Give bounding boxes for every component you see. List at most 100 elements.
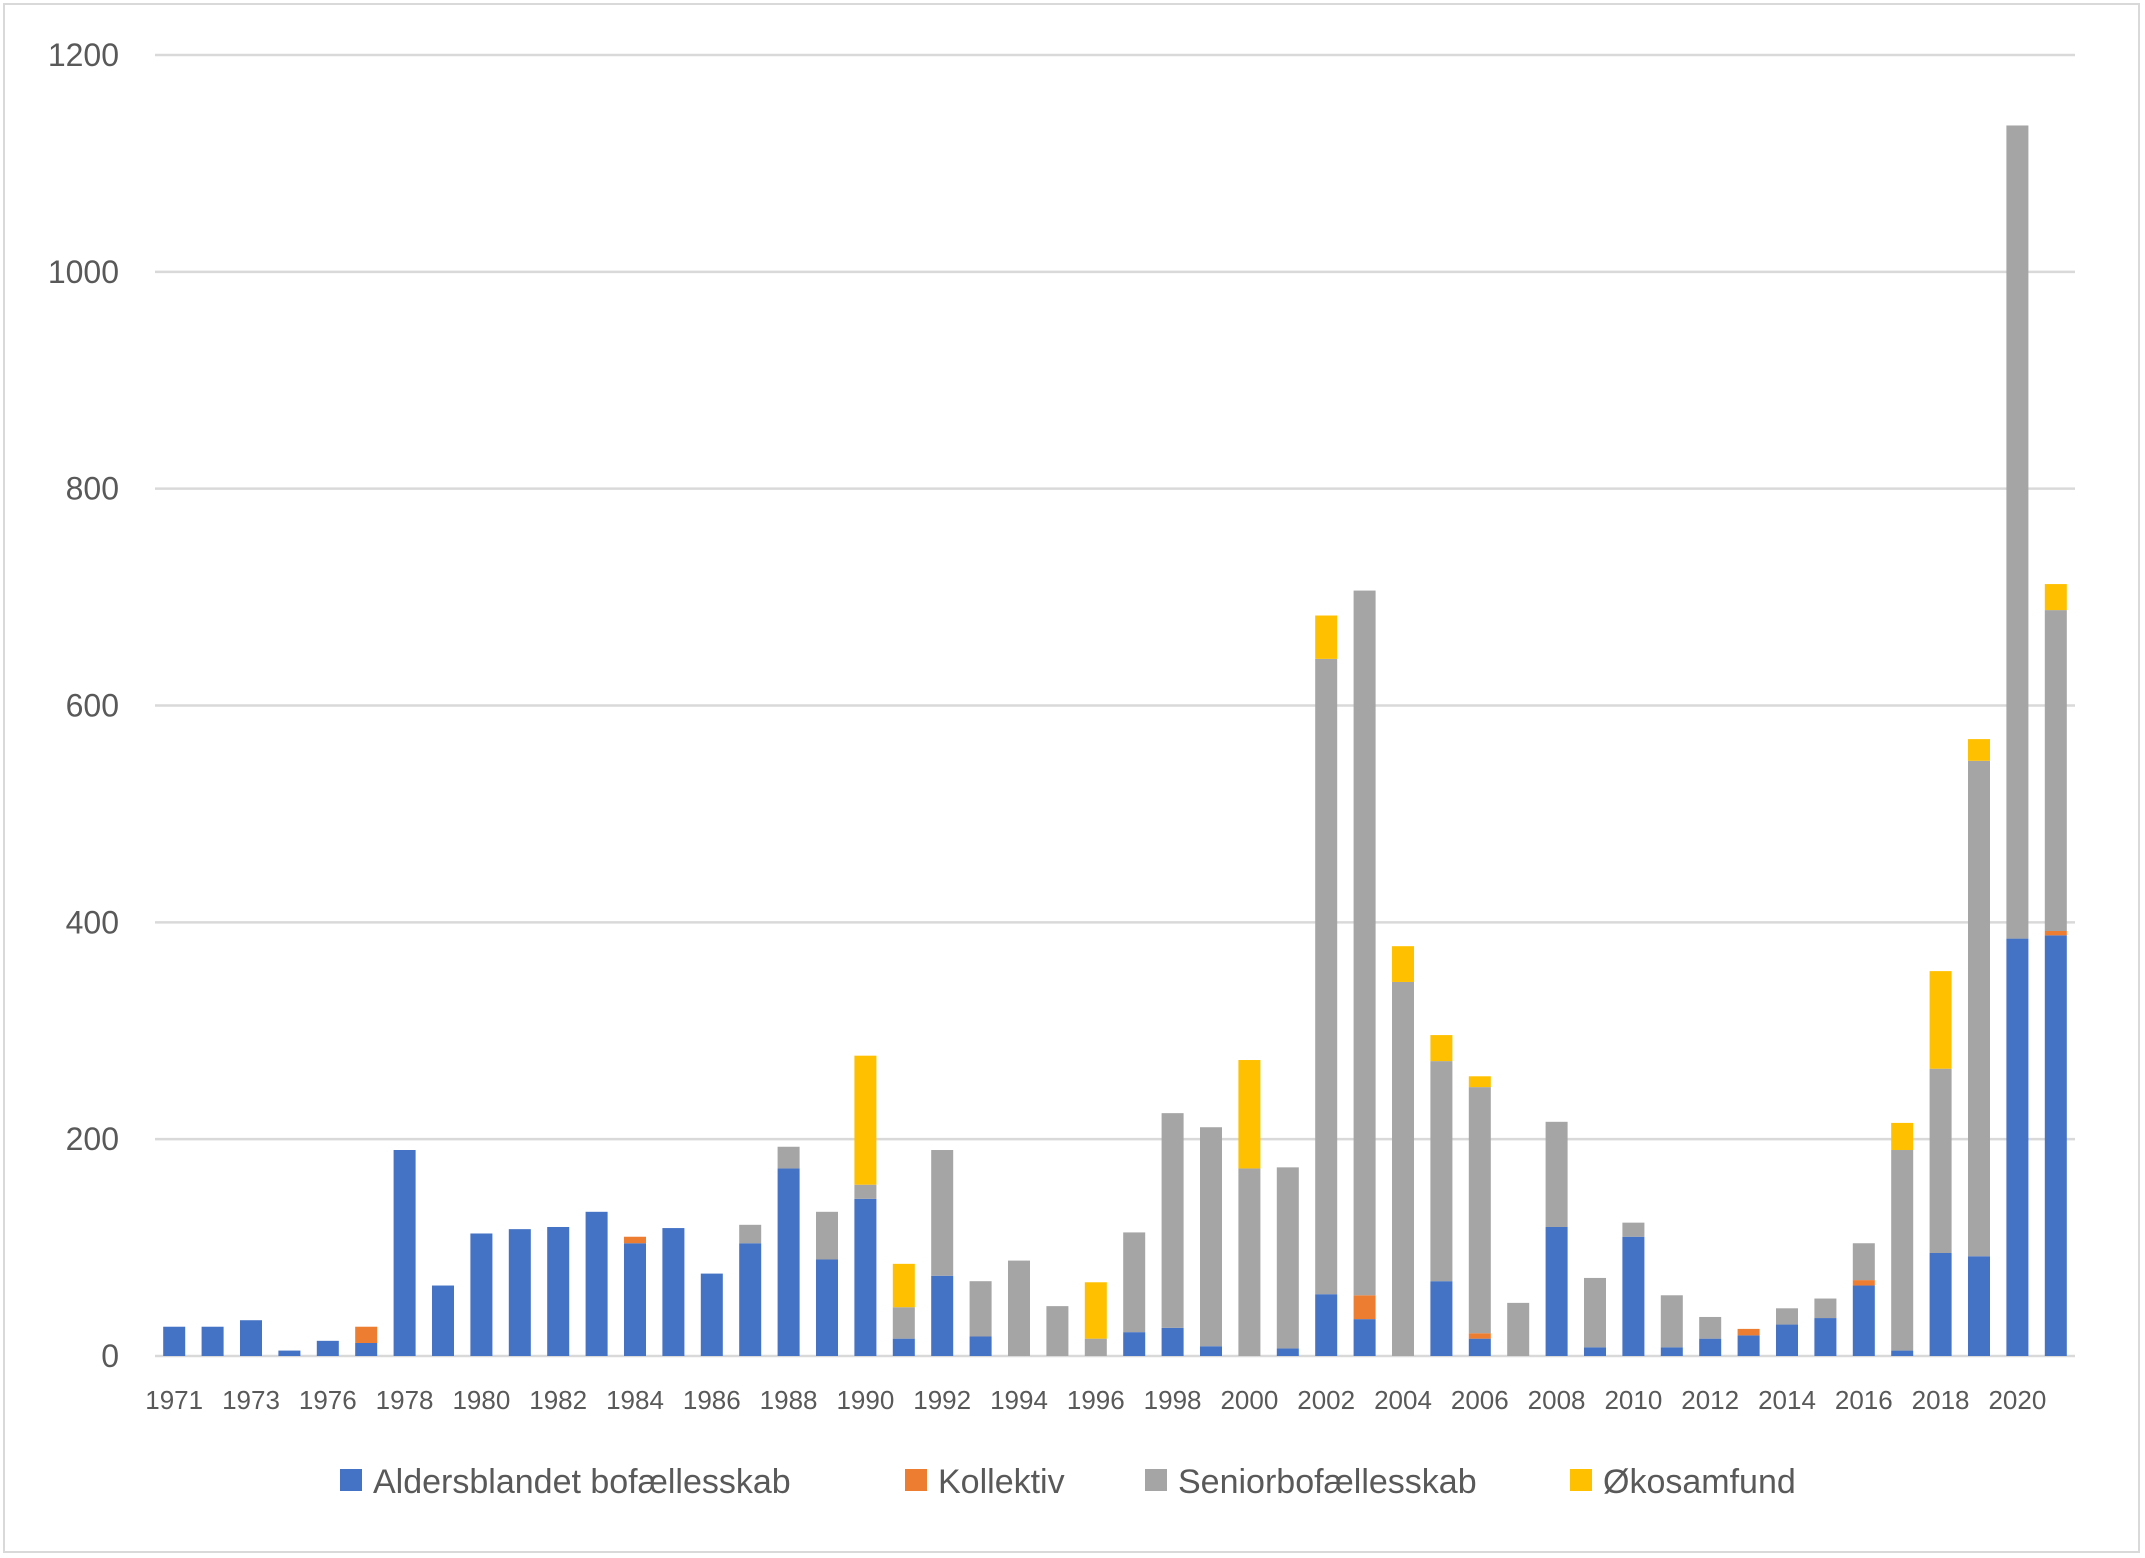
x-tick-label: 2002: [1297, 1385, 1355, 1415]
x-tick-label: 1998: [1144, 1385, 1202, 1415]
legend-swatch: [1570, 1469, 1592, 1491]
bar-segment-1991-s0: [892, 1338, 915, 1356]
bar-segment-2005-s0: [1430, 1281, 1453, 1356]
bar-segment-1978-s0: [393, 1150, 416, 1356]
bar-segment-1977-s1: [355, 1326, 378, 1343]
bar-segment-2009-s2: [1584, 1277, 1606, 1348]
legend: Aldersblandet bofællesskab Kollektiv Senio…: [340, 1463, 1796, 1501]
bar-segment-2015-s2: [1814, 1298, 1837, 1319]
bar-segment-1998-s0: [1161, 1327, 1184, 1356]
bar-segment-2006-s2: [1468, 1087, 1491, 1334]
legend-swatch: [1145, 1469, 1167, 1491]
bar-segment-2000-s3: [1238, 1060, 1261, 1169]
bar-segment-2005-s2: [1430, 1061, 1453, 1282]
bar-segment-1993-s2: [969, 1281, 992, 1337]
x-tick-label: 2018: [1912, 1385, 1970, 1415]
bar-segment-2006-s0: [1468, 1338, 1491, 1356]
bar-segment-2001-s0: [1276, 1348, 1299, 1356]
bar-segment-1982-s0: [547, 1226, 570, 1356]
bar-segment-1974-s0: [278, 1350, 301, 1356]
bar-segment-1996-s3: [1084, 1282, 1107, 1339]
bar-segment-2011-s2: [1660, 1295, 1683, 1348]
bar-segment-2021-s3: [2044, 584, 2067, 611]
bar-segment-2019-s3: [1968, 739, 1990, 761]
legend-label: Aldersblandet bofællesskab: [373, 1463, 791, 1501]
legend-swatch: [340, 1469, 362, 1491]
bar-segment-1999-s2: [1200, 1127, 1222, 1347]
legend-swatch: [905, 1469, 927, 1491]
bar-segment-1992-s0: [931, 1275, 954, 1356]
bar-segment-1980-s0: [470, 1233, 493, 1356]
bar-segment-2008-s0: [1545, 1226, 1568, 1356]
bar-segment-1988-s2: [777, 1146, 800, 1169]
bar-segment-1991-s3: [892, 1263, 915, 1308]
bar-segment-1986-s0: [700, 1273, 723, 1356]
bar-segment-1990-s2: [854, 1184, 877, 1199]
bar-segment-2017-s0: [1891, 1350, 1914, 1356]
bar-segment-2006-s3: [1468, 1076, 1491, 1088]
bar-segment-2007-s2: [1507, 1302, 1530, 1356]
x-tick-label: 1992: [913, 1385, 971, 1415]
x-tick-label: 1988: [760, 1385, 818, 1415]
bar-segment-2003-s2: [1353, 590, 1376, 1296]
bar-segment-1985-s0: [662, 1228, 685, 1356]
bar-segment-1979-s0: [432, 1285, 454, 1356]
y-tick-label: 800: [66, 471, 119, 507]
bar-segment-2008-s2: [1545, 1121, 1568, 1227]
bar-segment-2016-s1: [1852, 1280, 1875, 1286]
bar-segment-2019-s2: [1968, 760, 1990, 1257]
x-tick-label: 1982: [529, 1385, 587, 1415]
bar-segment-2010-s0: [1622, 1236, 1645, 1356]
bar-segment-2002-s0: [1315, 1294, 1338, 1356]
bar-segment-2021-s0: [2044, 935, 2067, 1356]
bar-segment-1991-s2: [892, 1307, 915, 1339]
bar-segment-2005-s3: [1430, 1035, 1453, 1062]
bar-segment-1990-s0: [854, 1198, 877, 1356]
bar-segment-1983-s0: [585, 1211, 608, 1356]
bar-segment-2003-s1: [1353, 1295, 1376, 1320]
legend-label: Kollektiv: [938, 1463, 1065, 1501]
bar-segment-2009-s0: [1584, 1347, 1606, 1356]
bar-segment-1984-s1: [624, 1236, 646, 1244]
bar-segment-1984-s0: [624, 1243, 646, 1356]
bar-segment-1992-s2: [931, 1150, 954, 1276]
bar-segment-1987-s2: [739, 1224, 762, 1244]
x-axis-tick-labels: 1971 1973 1976 1978 1980 1982 1984 1986 1988 1990…: [145, 1385, 2046, 1415]
y-tick-label: 200: [66, 1121, 119, 1157]
x-tick-label: 1996: [1067, 1385, 1125, 1415]
bar-segment-1977-s0: [355, 1342, 378, 1356]
bar-segment-1988-s0: [777, 1168, 800, 1356]
bar-segment-2012-s2: [1699, 1316, 1722, 1339]
legend-label: Økosamfund: [1603, 1463, 1796, 1501]
bar-segment-1996-s2: [1084, 1338, 1107, 1356]
bar-segment-2020-s0: [2006, 938, 2029, 1356]
y-tick-label: 0: [101, 1338, 119, 1374]
bar-segment-2010-s2: [1622, 1222, 1645, 1237]
bar-segment-2015-s0: [1814, 1318, 1837, 1356]
bar-segment-1981-s0: [508, 1229, 531, 1356]
bar-segment-1987-s0: [739, 1243, 762, 1356]
bar-segment-1998-s2: [1161, 1113, 1184, 1328]
x-tick-label: 2014: [1758, 1385, 1816, 1415]
bar-segment-1971-s0: [163, 1326, 186, 1356]
bar-segment-2016-s0: [1852, 1285, 1875, 1356]
bar-segment-1997-s2: [1123, 1232, 1146, 1333]
x-tick-label: 1978: [376, 1385, 434, 1415]
x-tick-label: 1994: [990, 1385, 1048, 1415]
y-axis-tick-labels: 0 200 400 600 800 1000 1200: [48, 37, 119, 1374]
bar-segment-2002-s3: [1315, 615, 1338, 659]
bar-segment-1997-s0: [1123, 1332, 1146, 1356]
y-tick-label: 1200: [48, 37, 119, 73]
y-tick-label: 1000: [48, 254, 119, 290]
chart-frame: [3, 3, 2140, 1553]
bar-segment-2019-s0: [1968, 1256, 1990, 1356]
bar-segment-1993-s0: [969, 1336, 992, 1356]
bar-segment-1973-s0: [240, 1320, 262, 1356]
bar-segment-2021-s1: [2044, 931, 2067, 936]
bar-segment-1995-s2: [1046, 1306, 1069, 1356]
bar-segment-2017-s3: [1891, 1122, 1914, 1151]
x-tick-label: 1984: [606, 1385, 664, 1415]
bar-segment-1990-s3: [854, 1055, 877, 1185]
bar-segment-2014-s0: [1776, 1324, 1798, 1356]
bar-segment-2013-s1: [1737, 1328, 1760, 1336]
